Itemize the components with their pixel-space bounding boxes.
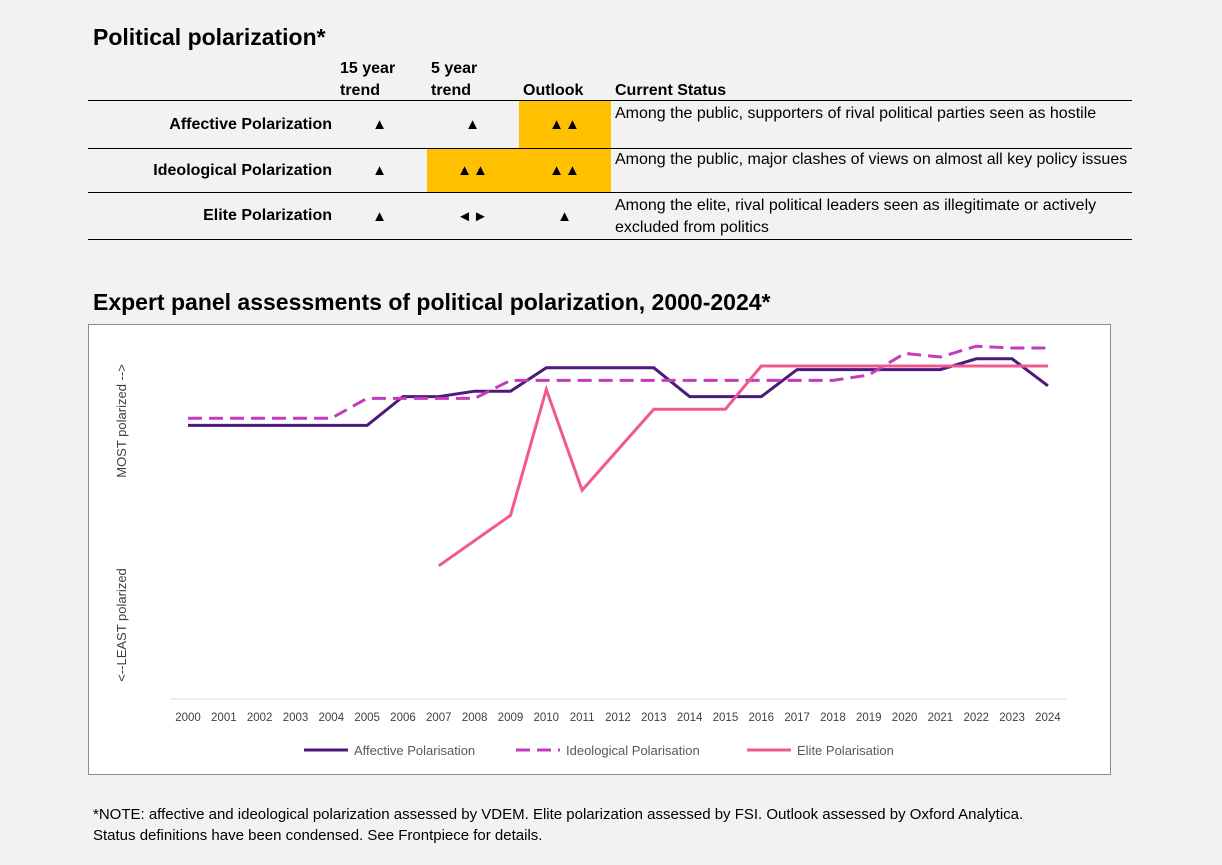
outlook-cell: ▲ — [557, 207, 573, 225]
x-tick-label: 2014 — [677, 712, 703, 724]
x-tick-label: 2006 — [390, 712, 416, 724]
y-axis-label-top: MOST polarized --> — [114, 364, 129, 478]
footnote-line: Status definitions have been condensed. … — [93, 827, 543, 844]
table-divider — [88, 192, 1132, 193]
header-5-year-trend: 5 year trend — [431, 58, 477, 102]
row-label: Affective Polarization — [169, 116, 332, 133]
footnote: *NOTE: affective and ideological polariz… — [93, 804, 1193, 846]
x-tick-label: 2008 — [462, 712, 488, 724]
x-tick-label: 2018 — [820, 712, 846, 724]
x-tick-label: 2005 — [354, 712, 380, 724]
x-tick-label: 2017 — [784, 712, 810, 724]
x-tick-label: 2013 — [641, 712, 667, 724]
x-tick-label: 2010 — [534, 712, 560, 724]
x-tick-label: 2024 — [1035, 712, 1061, 724]
header-5-year-line1: 5 year — [431, 60, 478, 77]
x-tick-label: 2021 — [928, 712, 954, 724]
header-current-status: Current Status — [615, 82, 727, 99]
legend-label: Elite Polarisation — [797, 743, 894, 758]
x-tick-label: 2007 — [426, 712, 452, 724]
header-5-year-line2: trend — [431, 82, 471, 99]
line-chart: 2000 2001 2002 2003 2004 2005 2006 2007 2008 2009… — [114, 344, 1066, 758]
series-line-elite-polarisation — [437, 364, 1048, 568]
trend-15-cell: ▲ — [372, 162, 388, 179]
table-divider — [88, 148, 1132, 149]
x-tick-label: 2003 — [283, 712, 309, 724]
x-tick-label: 2001 — [211, 712, 237, 724]
x-tick-label: 2016 — [748, 712, 774, 724]
status-text: Among the public, major clashes of views… — [615, 151, 1128, 168]
x-tick-label: 2012 — [605, 712, 631, 724]
footnote-line: *NOTE: affective and ideological polariz… — [93, 806, 1024, 823]
x-tick-label: 2009 — [498, 712, 524, 724]
table-divider — [88, 239, 1132, 240]
polarization-table: 15 year trend 5 year trend Outlook Curre… — [88, 58, 1132, 240]
x-tick-label: 2019 — [856, 712, 882, 724]
row-label: Ideological Polarization — [153, 162, 332, 179]
x-tick-label: 2023 — [999, 712, 1025, 724]
x-tick-label: 2022 — [963, 712, 989, 724]
x-tick-label: 2004 — [319, 712, 345, 724]
row-label: Elite Polarization — [203, 207, 332, 224]
series-line-affective-polarisation — [188, 357, 1049, 427]
trend-15-cell: ▲ — [372, 207, 388, 225]
x-tick-label: 2002 — [247, 712, 273, 724]
table-divider — [88, 100, 1132, 101]
trend-15-cell: ▲ — [372, 116, 388, 133]
chart-area: 2000 2001 2002 2003 2004 2005 2006 2007 2008 2009… — [88, 324, 1111, 775]
x-tick-label: 2011 — [570, 712, 595, 724]
table-row-ideological: Ideological Polarization ▲ ▲▲ ▲▲ Among t… — [88, 149, 1132, 192]
status-text: Among the public, supporters of rival po… — [615, 105, 1097, 122]
table-row-affective: Affective Polarization ▲ ▲ ▲▲ Among the … — [88, 101, 1132, 148]
header-15-year-line2: trend — [340, 82, 380, 99]
trend-5-cell: ▲ — [465, 116, 481, 133]
table-row-elite: Elite Polarization ▲ ◄► ▲ Among the elit… — [88, 193, 1132, 239]
outlook-cell: ▲▲ — [519, 149, 611, 192]
header-15-year-line1: 15 year — [340, 60, 396, 77]
legend-label: Affective Polarisation — [354, 743, 475, 758]
x-tick-label: 2015 — [713, 712, 739, 724]
chart-title: Expert panel assessments of political po… — [93, 289, 771, 315]
x-tick-label: 2000 — [175, 712, 201, 724]
x-tick-label: 2020 — [892, 712, 918, 724]
trend-5-cell: ▲▲ — [427, 149, 519, 192]
y-axis-label-bottom: <--LEAST polarized — [114, 568, 129, 682]
table-title: Political polarization* — [93, 24, 326, 50]
header-outlook: Outlook — [523, 82, 584, 99]
outlook-cell: ▲▲ — [519, 101, 611, 148]
trend-5-cell: ◄► — [457, 207, 489, 225]
status-text: Among the elite, rival political leaders… — [615, 197, 1097, 236]
series-line-ideological-polarisation — [188, 344, 1048, 420]
legend-label: Ideological Polarisation — [566, 743, 700, 758]
header-15-year-trend: 15 year trend — [340, 58, 395, 102]
